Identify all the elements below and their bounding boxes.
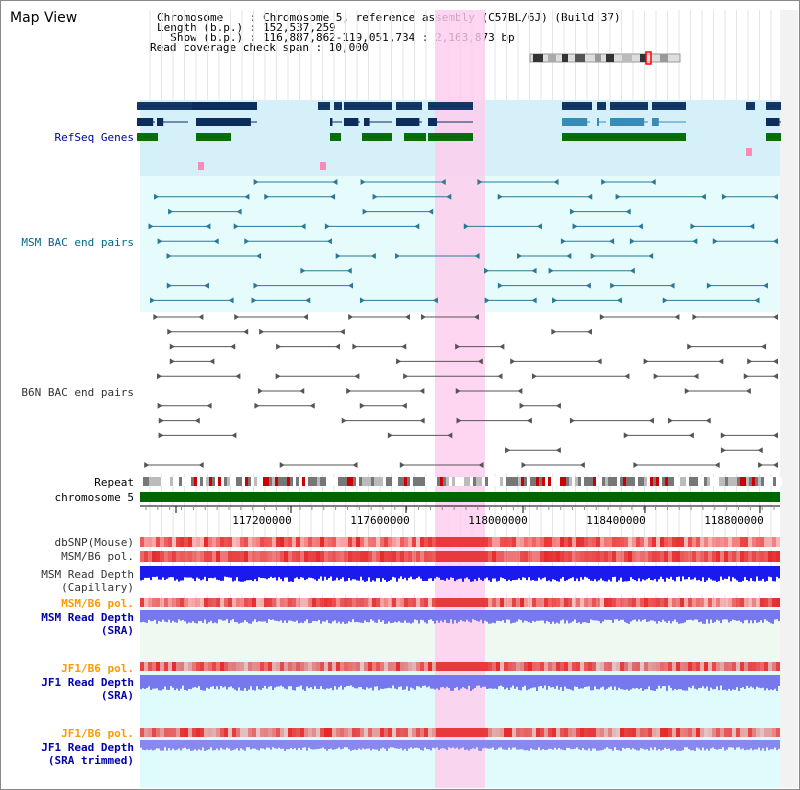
msm-depth-capillary-label[interactable]: MSM Read Depth (Capillary) [41,568,134,594]
gene-feature [404,133,426,141]
gene-feature [610,118,645,126]
gene-feature [196,133,231,141]
repeat-label: Repeat [94,476,134,489]
gene-feature [562,133,686,141]
gene-feature [192,102,257,110]
coverage-info: Read coverage check span : 10,000 [150,41,369,54]
dbsnp-label[interactable]: dbSNP(Mouse) [54,536,134,549]
msm-b6-pol-sra-label[interactable]: MSM/B6 pol. [61,597,134,610]
gene-feature [196,118,251,126]
gene-feature [330,118,333,126]
gene-feature [137,118,154,126]
gene-feature [318,102,330,110]
chromosome-bar [140,492,780,502]
page-title: Map View [10,10,78,26]
jf1-depth-trimmed-label[interactable]: JF1 Read Depth (SRA trimmed) [41,741,134,767]
jf1-depth-sra [778,675,780,687]
gene-feature [597,118,599,126]
gene-feature [562,118,588,126]
marker [198,162,204,170]
gene-feature [362,133,392,141]
dbsnp-strip [776,537,780,547]
marker [746,148,752,156]
jf1-b6-pol-label[interactable]: JF1/B6 pol. [61,662,134,675]
msm-depth-capillary [778,566,780,579]
msm-depth-sra-label[interactable]: MSM Read Depth (SRA) [41,611,134,637]
gene-feature [396,118,420,126]
gene-feature [652,102,686,110]
axis-tick-label: 118000000 [468,514,528,527]
jf1-depth-trimmed [778,740,780,749]
jf1-b6-pol-strip [776,662,780,671]
axis-tick-label: 117200000 [232,514,292,527]
msm-b6-pol-strip [776,551,780,562]
msm-depth-sra [778,610,780,622]
position-axis: 117200000 117600000 118000000 118400000 1188… [140,505,780,527]
gene-feature [334,102,342,110]
axis-tick-label: 117600000 [350,514,410,527]
right-margin [780,10,798,788]
ideogram-position-marker [645,51,652,65]
msm-b6-pol-label[interactable]: MSM/B6 pol. [61,550,134,563]
gene-feature [137,133,158,141]
gene-feature [364,118,370,126]
gene-feature [562,102,592,110]
b6n-bac-label[interactable]: B6N BAC end pairs [21,386,134,399]
gene-feature [344,118,359,126]
gene-feature [746,102,755,110]
gene-feature [597,102,606,110]
gene-feature [428,118,437,126]
gene-feature [428,102,473,110]
gene-feature [610,102,648,110]
marker [320,162,326,170]
gene-feature [396,102,422,110]
gene-feature [428,133,473,141]
jf1-b6-pol-trim-strip [776,728,780,737]
jf1-b6-pol-trimmed-label[interactable]: JF1/B6 pol. [61,727,134,740]
msm-b6-pol-sra-strip [776,598,780,607]
chromosome-label: chromosome 5 [54,491,134,504]
jf1-depth-sra-label[interactable]: JF1 Read Depth (SRA) [41,676,134,702]
gene-feature [157,118,164,126]
gene-feature [766,102,781,110]
refseq-genes-label[interactable]: RefSeq Genes [54,131,134,144]
msm-bac-label[interactable]: MSM BAC end pairs [21,236,134,249]
gene-feature [766,118,780,126]
highlight-region [435,10,485,788]
chromosome-ideogram[interactable] [529,51,681,65]
gene-feature [344,102,392,110]
gene-feature [652,118,659,126]
gene-feature [330,133,341,141]
gene-feature [766,133,781,141]
axis-tick-label: 118400000 [586,514,646,527]
axis-tick-label: 118800000 [704,514,764,527]
